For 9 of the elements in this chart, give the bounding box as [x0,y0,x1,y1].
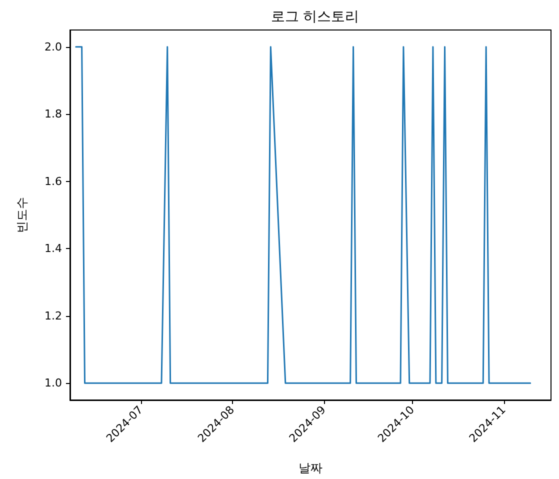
y-tick-label: 1.8 [44,108,62,121]
y-tick-label: 1.4 [44,242,62,256]
y-tick-label: 1.2 [44,309,62,322]
x-axis-title: 날짜 [298,461,322,475]
y-tick-label: 2.0 [44,40,62,54]
y-axis-title: 빈도수 [15,197,29,233]
y-tick-label: 1.6 [44,174,62,188]
y-tick-label: 1.0 [44,376,62,390]
chart-title: 로그 히스토리 [270,9,360,25]
